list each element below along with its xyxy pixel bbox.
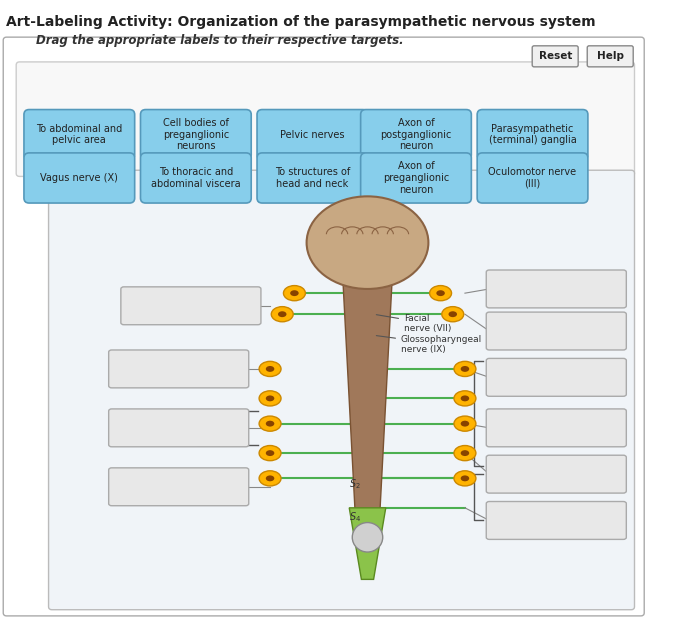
Polygon shape (349, 508, 386, 579)
Text: To structures of
head and neck: To structures of head and neck (275, 167, 350, 189)
FancyBboxPatch shape (587, 46, 634, 67)
Circle shape (259, 361, 281, 376)
Circle shape (266, 450, 274, 456)
FancyBboxPatch shape (486, 455, 626, 493)
Text: Glossopharyngeal
nerve (IX): Glossopharyngeal nerve (IX) (377, 335, 482, 354)
Circle shape (436, 290, 445, 296)
FancyBboxPatch shape (257, 110, 368, 160)
Text: Pelvic nerves: Pelvic nerves (280, 129, 344, 140)
Text: $S_2$: $S_2$ (349, 477, 361, 491)
Circle shape (454, 391, 476, 406)
FancyBboxPatch shape (257, 153, 368, 203)
Circle shape (272, 306, 293, 322)
FancyBboxPatch shape (141, 153, 251, 203)
Ellipse shape (307, 196, 428, 289)
Circle shape (278, 311, 286, 317)
FancyBboxPatch shape (24, 153, 134, 203)
Text: Oculomotor nerve
(III): Oculomotor nerve (III) (489, 167, 577, 189)
Circle shape (266, 475, 274, 482)
FancyBboxPatch shape (48, 170, 634, 610)
Circle shape (290, 290, 299, 296)
Text: Axon of
postganglionic
neuron: Axon of postganglionic neuron (380, 118, 452, 151)
FancyBboxPatch shape (16, 62, 634, 176)
FancyBboxPatch shape (477, 110, 588, 160)
Circle shape (430, 285, 452, 301)
Text: Art-Labeling Activity: Organization of the parasympathetic nervous system: Art-Labeling Activity: Organization of t… (6, 15, 596, 30)
FancyBboxPatch shape (108, 409, 248, 447)
Circle shape (259, 416, 281, 431)
Text: Axon of
preganglionic
neuron: Axon of preganglionic neuron (383, 162, 449, 194)
FancyBboxPatch shape (532, 46, 578, 67)
FancyBboxPatch shape (486, 409, 626, 447)
FancyBboxPatch shape (477, 153, 588, 203)
FancyBboxPatch shape (121, 287, 261, 325)
Circle shape (461, 421, 469, 426)
Circle shape (442, 306, 463, 322)
Text: Facial
nerve (VII): Facial nerve (VII) (377, 314, 452, 333)
Text: $S_4$: $S_4$ (349, 511, 361, 524)
FancyBboxPatch shape (108, 468, 248, 506)
Circle shape (461, 366, 469, 372)
FancyBboxPatch shape (360, 153, 471, 203)
FancyBboxPatch shape (486, 270, 626, 308)
Text: Cell bodies of
preganglionic
neurons: Cell bodies of preganglionic neurons (162, 118, 229, 151)
Circle shape (454, 471, 476, 486)
Text: Drag the appropriate labels to their respective targets.: Drag the appropriate labels to their res… (36, 34, 403, 47)
Circle shape (259, 446, 281, 461)
Circle shape (461, 475, 469, 482)
Circle shape (454, 361, 476, 376)
Circle shape (266, 366, 274, 372)
Circle shape (461, 450, 469, 456)
Circle shape (449, 311, 457, 317)
Circle shape (266, 396, 274, 401)
Text: To thoracic and
abdominal viscera: To thoracic and abdominal viscera (151, 167, 241, 189)
Text: Help: Help (596, 51, 624, 61)
FancyBboxPatch shape (486, 312, 626, 350)
FancyBboxPatch shape (4, 37, 644, 616)
Circle shape (461, 396, 469, 401)
Circle shape (266, 421, 274, 426)
FancyBboxPatch shape (141, 110, 251, 160)
Circle shape (259, 471, 281, 486)
Text: To abdominal and
pelvic area: To abdominal and pelvic area (36, 124, 122, 145)
Circle shape (454, 446, 476, 461)
FancyBboxPatch shape (360, 110, 471, 160)
Text: Reset: Reset (538, 51, 572, 61)
FancyBboxPatch shape (486, 358, 626, 396)
Text: Parasympathetic
(terminal) ganglia: Parasympathetic (terminal) ganglia (489, 124, 576, 145)
FancyBboxPatch shape (108, 350, 248, 388)
FancyBboxPatch shape (24, 110, 134, 160)
Circle shape (284, 285, 305, 301)
Text: Vagus nerve (X): Vagus nerve (X) (41, 173, 118, 183)
Circle shape (454, 416, 476, 431)
Circle shape (259, 391, 281, 406)
Polygon shape (343, 285, 392, 516)
Ellipse shape (352, 522, 383, 552)
FancyBboxPatch shape (486, 501, 626, 539)
